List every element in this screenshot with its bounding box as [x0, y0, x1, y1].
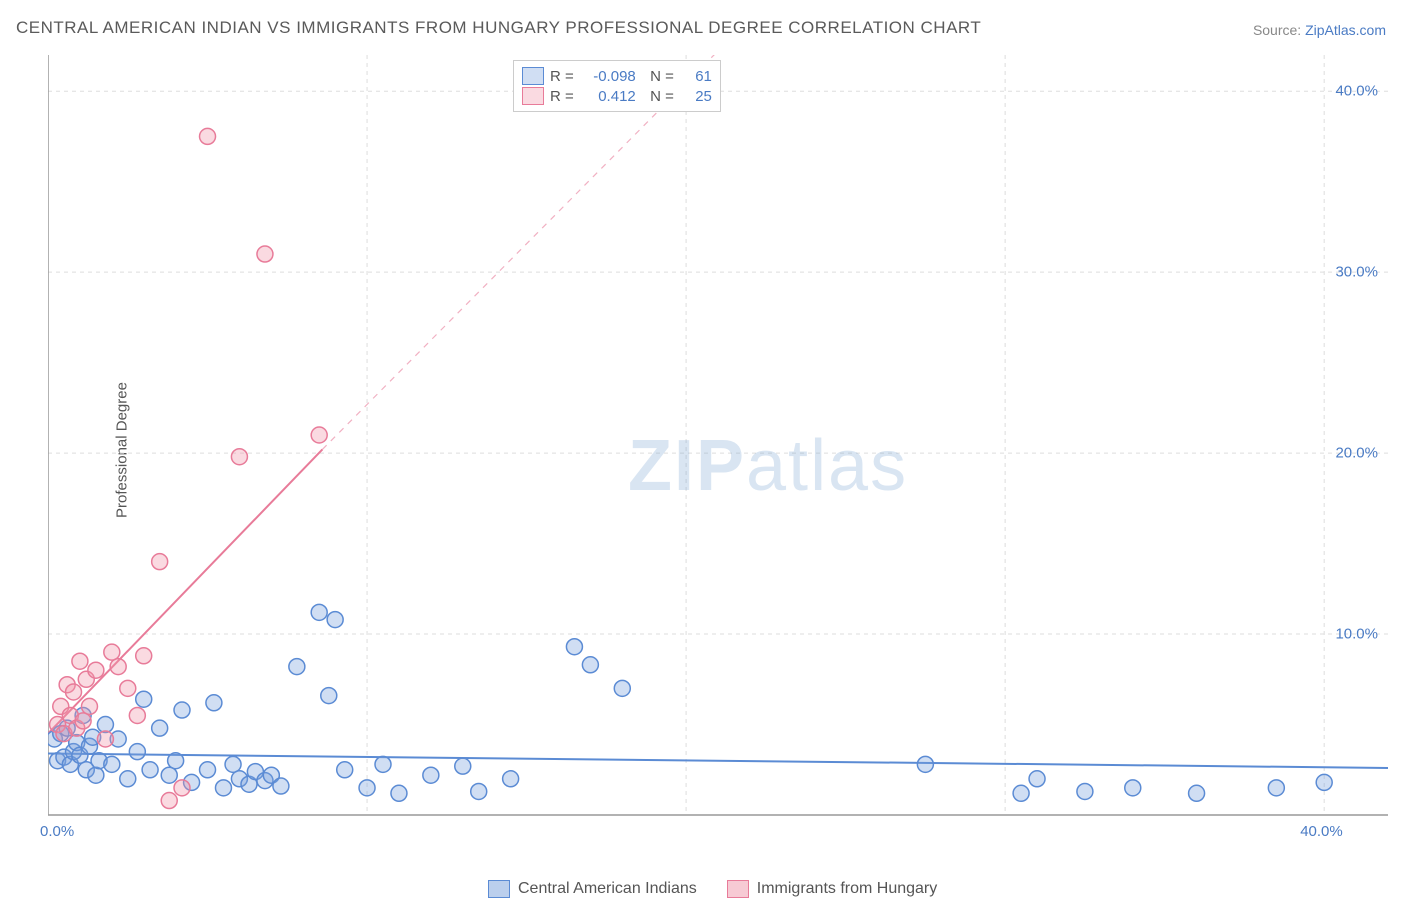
- legend-swatch-icon: [727, 880, 749, 898]
- legend-r-label: R =: [550, 88, 574, 105]
- legend-bottom-label: Immigrants from Hungary: [757, 880, 938, 898]
- source-attribution: Source: ZipAtlas.com: [1253, 22, 1386, 38]
- legend-r-value: 0.412: [584, 88, 636, 105]
- x-tick-label: 40.0%: [1300, 823, 1343, 840]
- chart-svg: [48, 55, 1388, 845]
- legend-n-label: N =: [642, 88, 674, 105]
- legend-n-value: 61: [684, 68, 712, 85]
- legend-n-value: 25: [684, 88, 712, 105]
- legend-bottom-item: Immigrants from Hungary: [727, 880, 938, 898]
- legend-bottom: Central American Indians Immigrants from …: [488, 880, 937, 898]
- y-tick-label: 10.0%: [1335, 626, 1378, 643]
- legend-top-row: R = 0.412 N = 25: [522, 87, 712, 105]
- legend-r-label: R =: [550, 68, 574, 85]
- legend-r-value: -0.098: [584, 68, 636, 85]
- x-tick-label: 0.0%: [40, 823, 74, 840]
- chart-title: CENTRAL AMERICAN INDIAN VS IMMIGRANTS FR…: [16, 18, 981, 38]
- legend-n-label: N =: [642, 68, 674, 85]
- legend-top: R = -0.098 N = 61 R = 0.412 N = 25: [513, 60, 721, 112]
- legend-swatch-icon: [522, 87, 544, 105]
- y-tick-label: 20.0%: [1335, 445, 1378, 462]
- legend-bottom-item: Central American Indians: [488, 880, 697, 898]
- legend-swatch-icon: [488, 880, 510, 898]
- source-link[interactable]: ZipAtlas.com: [1305, 22, 1386, 38]
- y-tick-label: 40.0%: [1335, 83, 1378, 100]
- legend-bottom-label: Central American Indians: [518, 880, 697, 898]
- source-prefix: Source:: [1253, 22, 1305, 38]
- legend-top-row: R = -0.098 N = 61: [522, 67, 712, 85]
- y-tick-label: 30.0%: [1335, 264, 1378, 281]
- plot-area: Professional Degree ZIPatlas R =-0.098 N…: [48, 55, 1388, 845]
- legend-swatch-icon: [522, 67, 544, 85]
